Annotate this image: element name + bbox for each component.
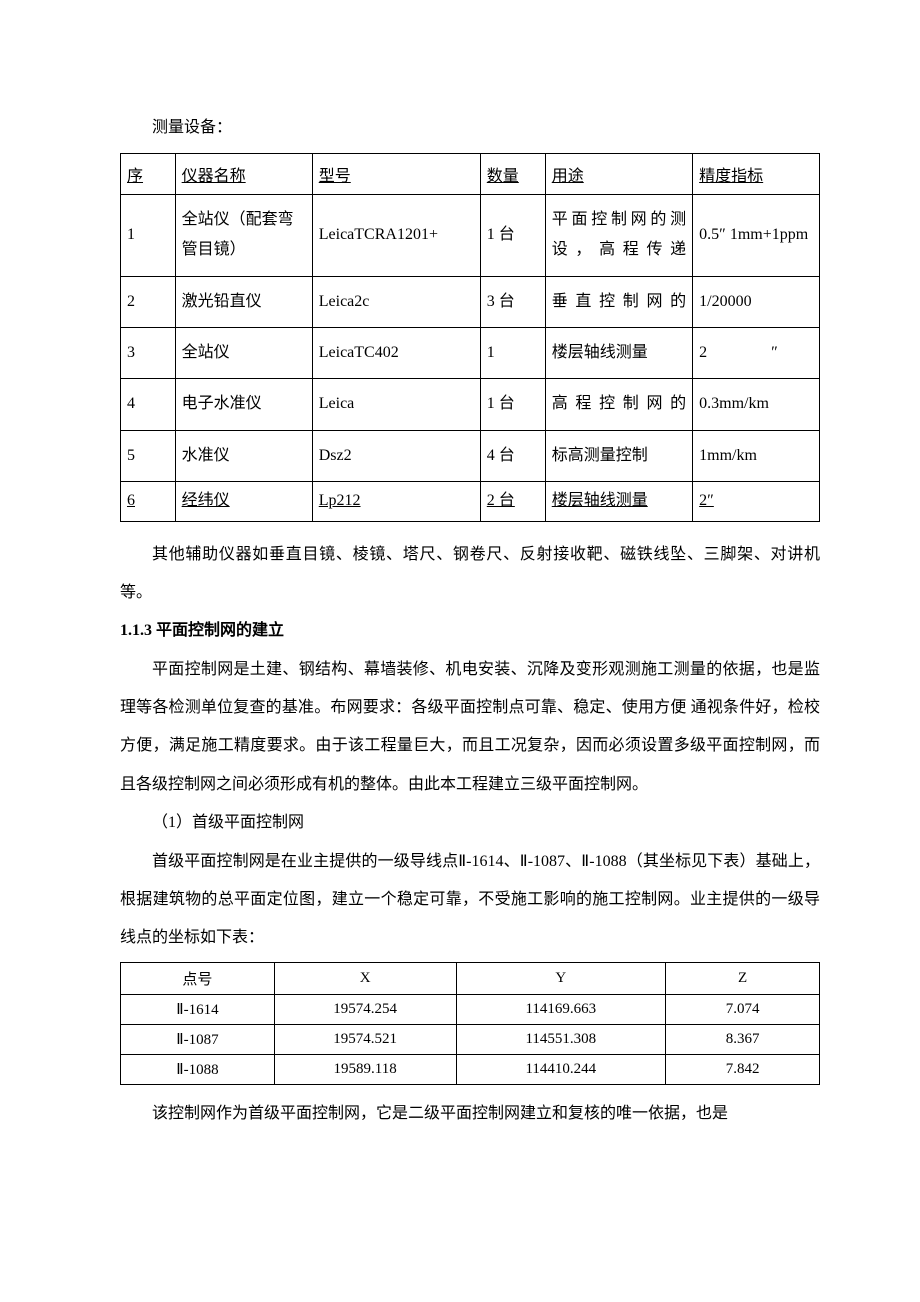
header-qty: 数量 (480, 153, 545, 194)
header-seq: 序 (121, 153, 176, 194)
cell-y: 114169.663 (456, 994, 666, 1024)
cell-model: Dsz2 (312, 430, 480, 481)
cell-seq: 5 (121, 430, 176, 481)
paragraph-sub-1: 首级平面控制网是在业主提供的一级导线点Ⅱ-1614、Ⅱ-1087、Ⅱ-1088（… (120, 843, 820, 958)
cell-seq: 3 (121, 327, 176, 378)
header-x: X (274, 962, 456, 994)
cell-acc: 0.3mm/km (693, 379, 820, 430)
header-z: Z (666, 962, 820, 994)
header-use: 用途 (545, 153, 692, 194)
cell-use: 楼层轴线测量 (545, 482, 692, 521)
cell-name: 全站仪（配套弯管目镜） (175, 194, 312, 276)
cell-acc: 2″ (693, 482, 820, 521)
cell-name: 经纬仪 (175, 482, 312, 521)
cell-use-text: 楼层轴线测量 (552, 492, 648, 509)
coord-row: Ⅱ-1087 19574.521 114551.308 8.367 (121, 1024, 820, 1054)
cell-y: 114551.308 (456, 1024, 666, 1054)
coord-header-row: 点号 X Y Z (121, 962, 820, 994)
cell-name: 全站仪 (175, 327, 312, 378)
cell-point: Ⅱ-1088 (121, 1054, 275, 1084)
table-row: 3 全站仪 LeicaTC402 1 楼层轴线测量 2 ″ (121, 327, 820, 378)
heading-113: 1.1.3 平面控制网的建立 (120, 612, 820, 650)
table-row: 2 激光铅直仪 Leica2c 3 台 垂直控制网的 1/20000 (121, 276, 820, 327)
cell-point: Ⅱ-1087 (121, 1024, 275, 1054)
cell-acc: 1mm/km (693, 430, 820, 481)
paragraph-113-main: 平面控制网是土建、钢结构、幕墙装修、机电安装、沉降及变形观测施工测量的依据，也是… (120, 651, 820, 805)
cell-z: 7.842 (666, 1054, 820, 1084)
cell-name-text: 经纬仪 (182, 492, 230, 509)
cell-qty: 2 台 (480, 482, 545, 521)
cell-model: Leica (312, 379, 480, 430)
cell-model: Lp212 (312, 482, 480, 521)
cell-z: 7.074 (666, 994, 820, 1024)
cell-qty: 3 台 (480, 276, 545, 327)
cell-seq: 6 (121, 482, 176, 521)
coord-row: Ⅱ-1088 19589.118 114410.244 7.842 (121, 1054, 820, 1084)
cell-qty: 4 台 (480, 430, 545, 481)
cell-x: 19574.521 (274, 1024, 456, 1054)
cell-model-text: Lp212 (319, 492, 361, 509)
cell-model: LeicaTC402 (312, 327, 480, 378)
cell-use: 标高测量控制 (545, 430, 692, 481)
cell-point: Ⅱ-1614 (121, 994, 275, 1024)
cell-acc: 2 ″ (693, 327, 820, 378)
cell-x: 19589.118 (274, 1054, 456, 1084)
table-row: 6 经纬仪 Lp212 2 台 楼层轴线测量 2″ (121, 482, 820, 521)
cell-seq: 2 (121, 276, 176, 327)
cell-seq: 1 (121, 194, 176, 276)
cell-acc: 1/20000 (693, 276, 820, 327)
cell-model: Leica2c (312, 276, 480, 327)
coord-row: Ⅱ-1614 19574.254 114169.663 7.074 (121, 994, 820, 1024)
header-y: Y (456, 962, 666, 994)
cell-qty: 1 (480, 327, 545, 378)
coord-table-body: Ⅱ-1614 19574.254 114169.663 7.074 Ⅱ-1087… (121, 994, 820, 1084)
equip-table-body: 1 全站仪（配套弯管目镜） LeicaTCRA1201+ 1 台 平面控制网的测… (121, 194, 820, 521)
table-header-row: 序 仪器名称 型号 数量 用途 精度指标 (121, 153, 820, 194)
leading-text: 测量设备： (120, 110, 820, 147)
cell-model: LeicaTCRA1201+ (312, 194, 480, 276)
cell-x: 19574.254 (274, 994, 456, 1024)
equipment-table: 序 仪器名称 型号 数量 用途 精度指标 1 全站仪（配套弯管目镜） Leica… (120, 153, 820, 522)
cell-name: 水准仪 (175, 430, 312, 481)
cell-seq-text: 6 (127, 492, 135, 509)
table-row: 1 全站仪（配套弯管目镜） LeicaTCRA1201+ 1 台 平面控制网的测… (121, 194, 820, 276)
cell-z: 8.367 (666, 1024, 820, 1054)
cell-seq: 4 (121, 379, 176, 430)
cell-use: 楼层轴线测量 (545, 327, 692, 378)
cell-acc-text: 2″ (699, 492, 714, 509)
sub-heading-1: （1）首级平面控制网 (120, 804, 820, 842)
cell-use: 平面控制网的测设，高程传递 (545, 194, 692, 276)
cell-qty: 1 台 (480, 194, 545, 276)
cell-qty: 1 台 (480, 379, 545, 430)
cell-use: 垂直控制网的 (545, 276, 692, 327)
coord-table: 点号 X Y Z Ⅱ-1614 19574.254 114169.663 7.0… (120, 962, 820, 1085)
header-acc: 精度指标 (693, 153, 820, 194)
document-page: 测量设备： 序 仪器名称 型号 数量 用途 精度指标 1 全站仪（配套弯管目镜）… (0, 0, 920, 1193)
paragraph-aux-equipment: 其他辅助仪器如垂直目镜、棱镜、塔尺、钢卷尺、反射接收靶、磁铁线坠、三脚架、对讲机… (120, 536, 820, 613)
header-name: 仪器名称 (175, 153, 312, 194)
cell-y: 114410.244 (456, 1054, 666, 1084)
cell-use: 高程控制网的 (545, 379, 692, 430)
cell-name: 激光铅直仪 (175, 276, 312, 327)
cell-name: 电子水准仪 (175, 379, 312, 430)
cell-acc: 0.5″ 1mm+1ppm (693, 194, 820, 276)
paragraph-after-coord: 该控制网作为首级平面控制网，它是二级平面控制网建立和复核的唯一依据，也是 (120, 1095, 820, 1133)
table-row: 4 电子水准仪 Leica 1 台 高程控制网的 0.3mm/km (121, 379, 820, 430)
cell-qty-text: 2 台 (487, 492, 515, 509)
header-model: 型号 (312, 153, 480, 194)
header-point: 点号 (121, 962, 275, 994)
table-row: 5 水准仪 Dsz2 4 台 标高测量控制 1mm/km (121, 430, 820, 481)
